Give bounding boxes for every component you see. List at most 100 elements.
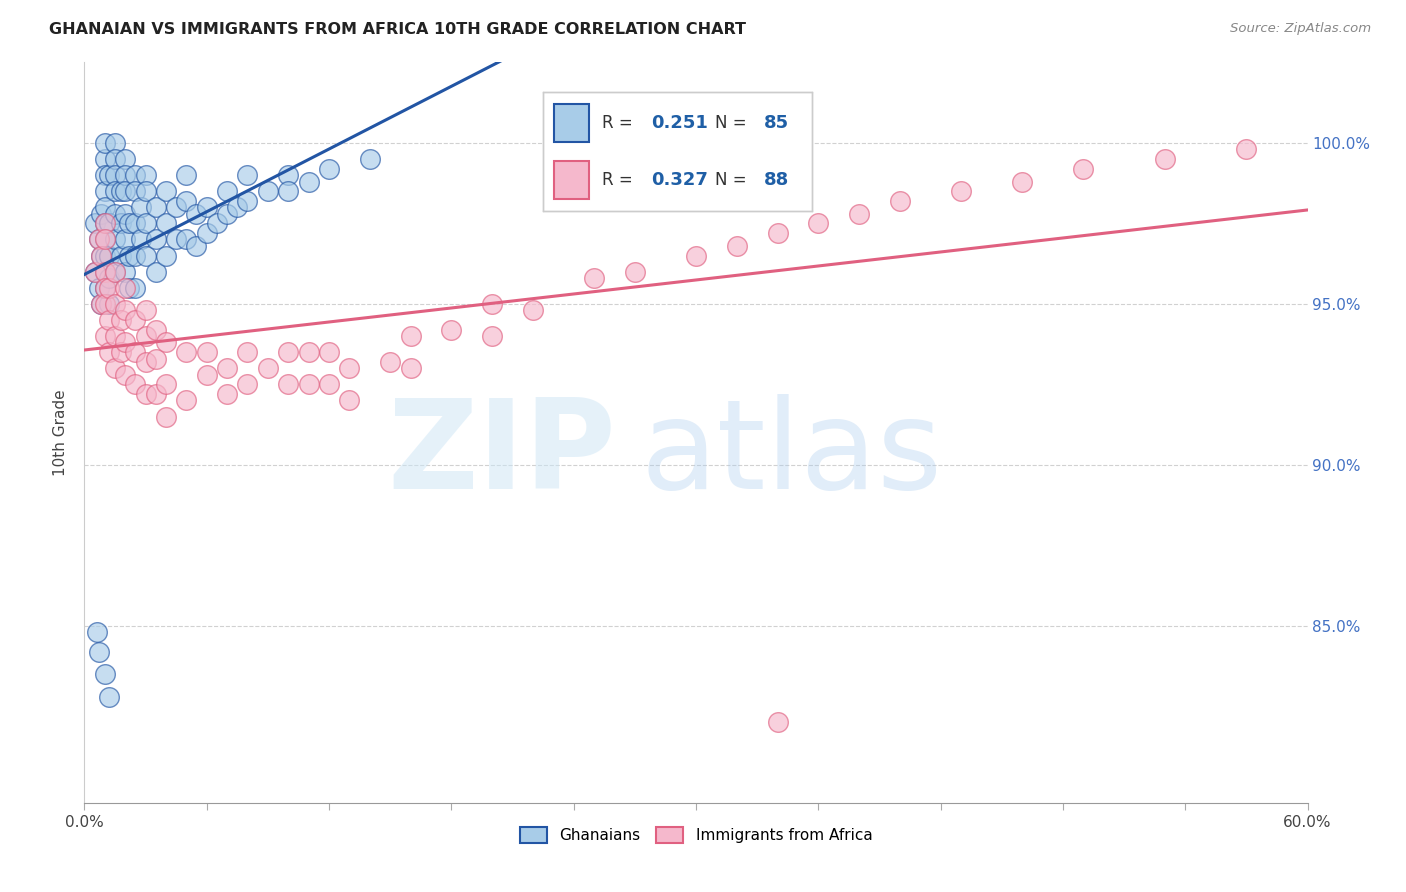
- Point: [104, 152, 127, 166]
- Point: [114, 368, 136, 382]
- Point: [104, 184, 127, 198]
- Point: [90, 297, 112, 311]
- Point: [155, 335, 177, 350]
- Point: [93, 232, 115, 246]
- Point: [118, 281, 141, 295]
- Point: [399, 361, 422, 376]
- Point: [93, 249, 115, 263]
- Point: [83, 216, 105, 230]
- Point: [155, 409, 177, 424]
- Point: [145, 387, 167, 401]
- Point: [685, 249, 707, 263]
- Point: [97, 249, 120, 263]
- Point: [97, 168, 120, 182]
- Point: [217, 184, 239, 198]
- Point: [624, 265, 647, 279]
- Point: [93, 216, 115, 230]
- Point: [104, 329, 127, 343]
- Point: [236, 377, 259, 392]
- Point: [114, 281, 136, 295]
- Point: [848, 207, 870, 221]
- Point: [257, 184, 280, 198]
- Y-axis label: 10th Grade: 10th Grade: [53, 389, 69, 476]
- Point: [205, 216, 228, 230]
- Point: [110, 216, 132, 230]
- Point: [87, 232, 110, 246]
- Point: [165, 232, 187, 246]
- Point: [1073, 161, 1095, 176]
- Point: [90, 249, 112, 263]
- Point: [83, 265, 105, 279]
- Point: [124, 313, 146, 327]
- Text: atlas: atlas: [641, 394, 943, 516]
- Point: [195, 200, 218, 214]
- Point: [226, 200, 249, 214]
- Point: [135, 329, 157, 343]
- Point: [90, 297, 112, 311]
- Point: [131, 232, 153, 246]
- Point: [90, 249, 112, 263]
- Point: [257, 361, 280, 376]
- Point: [97, 281, 120, 295]
- Point: [118, 249, 141, 263]
- Point: [725, 239, 748, 253]
- Point: [104, 265, 127, 279]
- Point: [339, 361, 361, 376]
- Point: [277, 184, 299, 198]
- Point: [114, 152, 136, 166]
- Point: [93, 200, 115, 214]
- Point: [298, 175, 321, 189]
- Point: [104, 232, 127, 246]
- Point: [93, 216, 115, 230]
- Point: [236, 168, 259, 182]
- Point: [145, 265, 167, 279]
- Point: [104, 168, 127, 182]
- Point: [277, 345, 299, 359]
- Text: GHANAIAN VS IMMIGRANTS FROM AFRICA 10TH GRADE CORRELATION CHART: GHANAIAN VS IMMIGRANTS FROM AFRICA 10TH …: [49, 22, 747, 37]
- Point: [97, 297, 120, 311]
- Point: [155, 377, 177, 392]
- Point: [93, 265, 115, 279]
- Point: [87, 644, 110, 658]
- Point: [195, 226, 218, 240]
- Point: [124, 168, 146, 182]
- Point: [174, 194, 197, 208]
- Point: [124, 216, 146, 230]
- Point: [86, 625, 108, 640]
- Point: [318, 345, 340, 359]
- Point: [93, 232, 115, 246]
- Point: [93, 136, 115, 150]
- Point: [93, 281, 115, 295]
- Point: [217, 207, 239, 221]
- Point: [318, 161, 340, 176]
- Point: [807, 216, 830, 230]
- Point: [110, 249, 132, 263]
- Point: [145, 232, 167, 246]
- Point: [104, 297, 127, 311]
- Point: [131, 200, 153, 214]
- Legend: Ghanaians, Immigrants from Africa: Ghanaians, Immigrants from Africa: [512, 820, 880, 851]
- Point: [145, 351, 167, 366]
- Point: [114, 207, 136, 221]
- Point: [217, 361, 239, 376]
- Point: [110, 184, 132, 198]
- Point: [110, 313, 132, 327]
- Point: [114, 265, 136, 279]
- Point: [217, 387, 239, 401]
- Point: [104, 361, 127, 376]
- Point: [104, 207, 127, 221]
- Point: [135, 387, 157, 401]
- Point: [124, 249, 146, 263]
- Point: [135, 184, 157, 198]
- Point: [93, 329, 115, 343]
- Point: [145, 200, 167, 214]
- Point: [277, 168, 299, 182]
- Point: [195, 368, 218, 382]
- Point: [155, 184, 177, 198]
- Point: [114, 232, 136, 246]
- Point: [110, 345, 132, 359]
- Point: [135, 168, 157, 182]
- Point: [97, 216, 120, 230]
- Point: [124, 345, 146, 359]
- Point: [118, 216, 141, 230]
